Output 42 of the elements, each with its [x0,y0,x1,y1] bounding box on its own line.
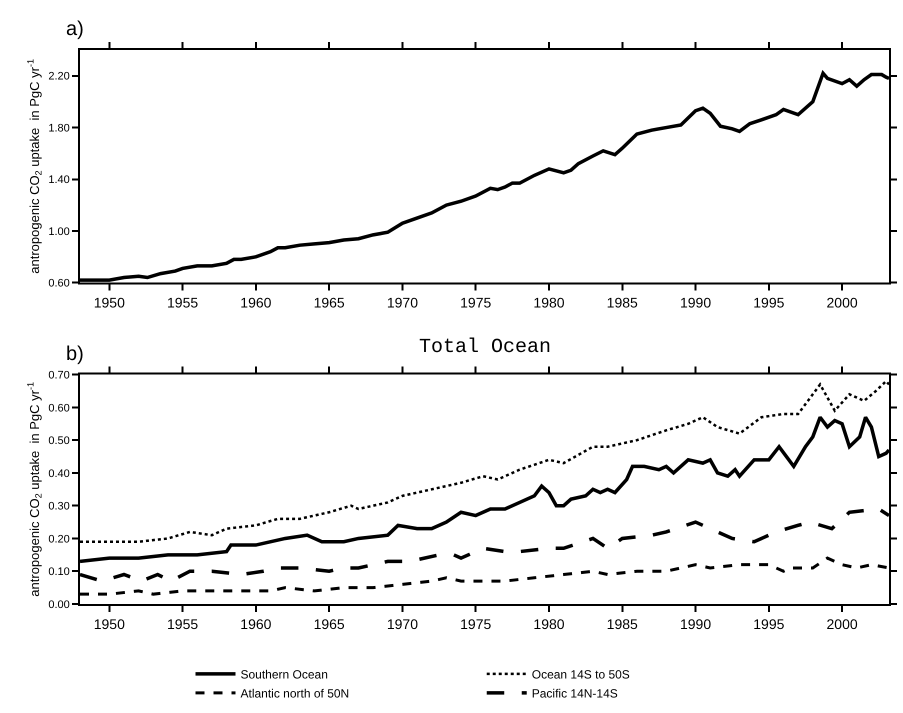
x-tick-label: 1980 [533,616,565,632]
x-tick-label: 1965 [314,616,345,632]
y-tick-label: 2.20 [48,70,70,83]
x-tick-label: 1975 [460,294,492,310]
y-tick-label: 1.40 [48,174,70,186]
legend-label: Southern Ocean [240,668,328,682]
chart-title: Total Ocean [419,336,552,359]
x-tick-label: 1970 [386,294,418,310]
legend-label: Atlantic north of 50N [240,686,350,701]
x-tick-label: 1990 [680,616,712,632]
y-tick-label: 0.70 [48,369,70,382]
x-tick-label: 1985 [606,294,638,310]
x-tick-label: 1955 [167,294,198,310]
x-tick-label: 1965 [314,294,345,310]
y-tick-label: 0.00 [48,598,70,611]
y-tick-label: 0.20 [48,533,70,546]
y-tick-label: 0.30 [48,500,70,513]
x-tick-label: 1975 [460,616,492,632]
y-tick-label: 0.60 [48,278,70,290]
y-tick-label: 0.40 [48,468,70,480]
x-tick-label: 1985 [606,616,638,632]
x-tick-label: 1960 [240,616,272,632]
y-tick-label: 1.80 [48,122,70,134]
x-tick-label: 2000 [826,294,858,310]
x-tick-label: 1980 [533,294,565,310]
legend-label: Pacific 14N-14S [532,686,618,701]
x-tick-label: 1995 [753,294,785,310]
legend-label: Ocean 14S to 50S [532,668,630,682]
x-tick-label: 1960 [240,294,272,310]
y-tick-label: 1.00 [48,226,70,238]
y-tick-label: 0.60 [48,402,70,414]
text: b) [66,343,84,365]
x-tick-label: 1950 [94,294,126,310]
y-tick-label: 0.50 [48,435,70,448]
x-tick-label: 1970 [386,616,418,632]
x-tick-label: 1955 [167,616,198,632]
x-tick-label: 1950 [94,616,126,632]
y-tick-label: 0.10 [48,566,70,578]
x-tick-label: 1990 [680,294,712,310]
x-tick-label: 2000 [826,616,858,632]
text: a) [66,18,84,40]
x-tick-label: 1995 [753,616,785,632]
